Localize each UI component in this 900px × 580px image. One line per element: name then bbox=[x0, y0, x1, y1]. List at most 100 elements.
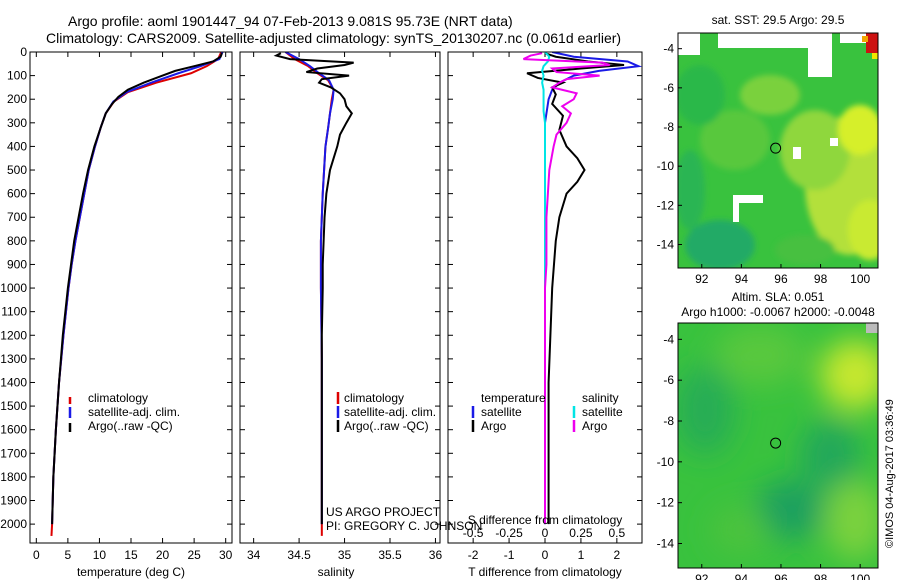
salinity-axis-ticks: 34 34.5 35 35.5 36 bbox=[240, 51, 443, 562]
y-tick-label: 1700 bbox=[0, 446, 27, 460]
salinity-legend: climatology satellite-adj. clim. Argo(..… bbox=[336, 391, 436, 433]
map-y-tick-label: -6 bbox=[663, 81, 674, 95]
x-tick-label-top: 0.25 bbox=[569, 526, 593, 540]
y-tick-label: 200 bbox=[7, 92, 27, 106]
map-y-tick-label: -4 bbox=[663, 332, 674, 346]
x-tick-label: 30 bbox=[219, 548, 233, 562]
legend-title-salinity: salinity bbox=[582, 391, 619, 405]
y-tick-label: 1800 bbox=[0, 470, 27, 484]
map-y-tick-label: -12 bbox=[657, 496, 675, 510]
map-y-tick-label: -14 bbox=[657, 537, 675, 551]
x-tick-label: 34.5 bbox=[287, 548, 311, 562]
difference-xlabel-top: S difference from climatology bbox=[468, 513, 623, 527]
y-tick-label: 300 bbox=[7, 116, 27, 130]
y-tick-label: 700 bbox=[7, 210, 27, 224]
x-tick-label: 25 bbox=[187, 548, 201, 562]
sla-map-axis-ticks: 92 94 96 98 100 -4 -6 -8 -10 -12 -14 bbox=[657, 332, 871, 580]
difference-axis-ticks: -2 -1 0 1 2 -0.5 -0.25 0 0.25 0.5 bbox=[448, 51, 642, 562]
map-y-tick-label: -4 bbox=[663, 42, 674, 56]
x-tick-label: 0 bbox=[33, 548, 40, 562]
y-tick-label: 600 bbox=[7, 187, 27, 201]
temperature-xlabel: temperature (deg C) bbox=[77, 565, 185, 579]
argo-float-marker bbox=[770, 437, 782, 449]
sst-map-frame bbox=[677, 32, 879, 269]
legend-label-t-argo: Argo bbox=[481, 419, 507, 433]
x-tick-label: 36 bbox=[429, 548, 443, 562]
y-tick-label: 800 bbox=[7, 234, 27, 248]
map-y-tick-label: -8 bbox=[663, 414, 674, 428]
credit-project: US ARGO PROJECT bbox=[326, 505, 441, 519]
x-tick-label: 5 bbox=[65, 548, 72, 562]
sst-map-panel: sat. SST: 29.5 Argo: 29.5 bbox=[657, 13, 879, 286]
difference-xlabel-bottom: T difference from climatology bbox=[468, 565, 622, 579]
figure-title-line2: Climatology: CARS2009. Satellite-adjuste… bbox=[46, 30, 621, 46]
sla-map-title-line2: Argo h1000: -0.0067 h2000: -0.0048 bbox=[681, 305, 875, 319]
map-x-tick-label: 92 bbox=[695, 572, 709, 580]
map-y-tick-label: -14 bbox=[657, 238, 675, 252]
x-tick-label-top: -0.25 bbox=[495, 526, 523, 540]
series-line-temperature-argo bbox=[526, 52, 625, 525]
credit-pi: PI: GREGORY C. JOHNSON bbox=[326, 519, 482, 533]
series-line-climatology bbox=[50, 52, 223, 536]
series-line-argo-raw-qc- bbox=[51, 52, 223, 525]
x-tick-label-top: -0.5 bbox=[463, 526, 484, 540]
series-line-satellite-adj-clim- bbox=[51, 52, 224, 525]
x-tick-label: -2 bbox=[468, 548, 479, 562]
salinity-xlabel: salinity bbox=[318, 565, 355, 579]
map-x-tick-label: 92 bbox=[695, 272, 709, 286]
series-line-argo-raw-qc- bbox=[273, 52, 354, 525]
y-tick-label: 900 bbox=[7, 257, 27, 271]
y-tick-label: 2000 bbox=[0, 517, 27, 531]
legend-label-satellite-adj: satellite-adj. clim. bbox=[344, 405, 436, 419]
series-line-salinity-argo bbox=[523, 52, 610, 525]
series-line-climatology bbox=[284, 52, 335, 536]
legend-label-climatology: climatology bbox=[344, 391, 404, 405]
sla-heatmap bbox=[678, 323, 878, 568]
map-x-tick-label: 96 bbox=[774, 272, 788, 286]
y-tick-label: 500 bbox=[7, 163, 27, 177]
x-tick-label-top: 0.5 bbox=[609, 526, 626, 540]
map-x-tick-label: 94 bbox=[735, 572, 749, 580]
salinity-frame bbox=[239, 51, 441, 544]
difference-legend: temperature salinity satellite Argo sate… bbox=[471, 391, 623, 433]
x-tick-label: -1 bbox=[504, 548, 515, 562]
x-tick-label: 1 bbox=[578, 548, 585, 562]
temperature-panel: 0 5 10 15 20 25 300100200300400500600700800900… bbox=[0, 45, 232, 579]
y-tick-label: 1100 bbox=[1, 305, 27, 319]
argo-float-marker bbox=[770, 142, 782, 154]
x-tick-label: 15 bbox=[124, 548, 138, 562]
legend-label-satellite-adj: satellite-adj. clim. bbox=[88, 405, 180, 419]
difference-lines bbox=[523, 52, 642, 525]
sst-heatmap bbox=[678, 33, 878, 268]
map-x-tick-label: 100 bbox=[850, 572, 870, 580]
legend-label-argo: Argo(..raw -QC) bbox=[88, 419, 173, 433]
sla-map-frame bbox=[677, 322, 879, 569]
legend-title-temperature: temperature bbox=[481, 391, 546, 405]
map-x-tick-label: 94 bbox=[735, 272, 749, 286]
x-tick-label: 35.5 bbox=[378, 548, 402, 562]
salinity-lines bbox=[273, 52, 354, 536]
figure-title-line1: Argo profile: aoml 1901447_94 07-Feb-201… bbox=[68, 13, 513, 29]
y-tick-label: 400 bbox=[7, 139, 27, 153]
sst-map-axis-ticks: 92 94 96 98 100 -4 -6 -8 -10 -12 -14 bbox=[657, 42, 871, 286]
temperature-lines bbox=[50, 52, 224, 536]
map-y-tick-label: -10 bbox=[657, 455, 675, 469]
y-tick-label: 1400 bbox=[0, 375, 27, 389]
legend-label-t-satellite: satellite bbox=[481, 405, 522, 419]
temperature-axis-ticks: 0 5 10 15 20 25 300100200300400500600700800900… bbox=[0, 45, 232, 562]
legend-label-climatology: climatology bbox=[88, 391, 148, 405]
map-y-tick-label: -8 bbox=[663, 120, 674, 134]
y-tick-label: 100 bbox=[7, 69, 27, 83]
y-tick-label: 1000 bbox=[0, 281, 27, 295]
series-line-salinity-satellite bbox=[541, 52, 551, 525]
y-tick-label: 1600 bbox=[0, 423, 27, 437]
temperature-frame bbox=[29, 51, 233, 544]
x-tick-label: 2 bbox=[614, 548, 621, 562]
map-x-tick-label: 100 bbox=[850, 272, 870, 286]
sst-map-title: sat. SST: 29.5 Argo: 29.5 bbox=[712, 13, 845, 27]
series-line-satellite-adj-clim- bbox=[284, 52, 335, 525]
sla-map-title-line1: Altim. SLA: 0.051 bbox=[732, 290, 825, 304]
difference-frame bbox=[447, 51, 643, 544]
temperature-legend: climatology satellite-adj. clim. Argo(..… bbox=[68, 391, 180, 433]
